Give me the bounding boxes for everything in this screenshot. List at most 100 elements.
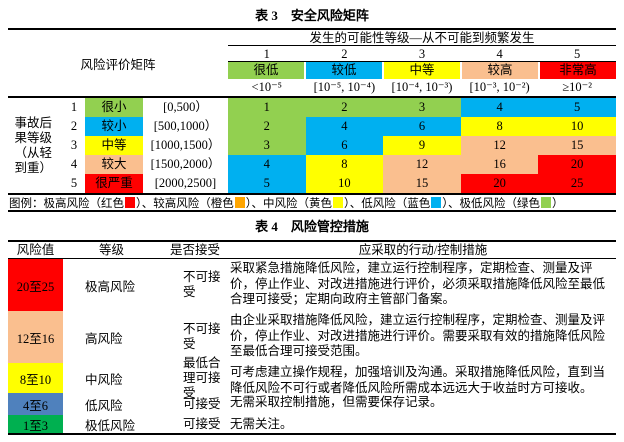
risk-level: 极高风险 — [85, 279, 136, 294]
risk-control-table: 风险值 等级 是否接受 应采取的行动/控制措施 20至25 极高风险 不可接受 采取紧… — [8, 240, 616, 435]
risk-level: 中风险 — [85, 372, 123, 387]
consequence-range: [1000,1500） — [150, 138, 221, 152]
matrix-cell: 6 — [305, 136, 384, 155]
consequence-label-cell: 较小 — [85, 117, 143, 136]
matrix-row: 4 较大 [1500,2000） 4 8 12 16 20 — [63, 155, 616, 174]
legend-swatch — [333, 197, 343, 208]
probability-col-label-cell: 非常高 — [540, 62, 616, 79]
matrix-cell: 20 — [460, 174, 539, 193]
consequence-label-cell: 很小 — [85, 98, 143, 117]
matrix-cell: 5 — [228, 174, 306, 193]
risk-value: 8至10 — [19, 372, 52, 387]
matrix-header: 风险评价矩阵 发生的可能性等级—从不可能到频繁发生 1 2 3 4 5 很低 较低 中等 较高… — [8, 30, 616, 98]
matrix-cell: 1 — [228, 98, 306, 117]
consequence-number: 5 — [70, 176, 78, 190]
consequence-group-label: 事故后果等级（从轻到重） — [14, 115, 53, 175]
header-level: 等级 — [98, 243, 124, 257]
risk-accept: 不可接受 — [183, 322, 221, 351]
risk-value: 4至6 — [22, 398, 48, 413]
legend-item-text: 较高风险（橙色 — [153, 197, 234, 210]
legend-item-suffix: ）、 — [442, 197, 460, 210]
table3-title: 表 3 安全风险矩阵 — [255, 8, 369, 23]
risk-value: 12至16 — [16, 331, 55, 346]
matrix-cell: 4 — [228, 155, 306, 174]
probability-col-number: 4 — [496, 47, 503, 61]
matrix-cell: 9 — [383, 136, 461, 155]
consequence-label-cell: 很严重 — [85, 174, 143, 193]
consequence-range: [500,1000） — [153, 119, 218, 133]
legend-swatch — [541, 197, 551, 208]
risk-control-row: 4至6 低风险 可接受 无需采取控制措施，但需要保存记录。 — [8, 393, 616, 415]
risk-accept: 不可接受 — [183, 270, 221, 299]
matrix-cell: 12 — [383, 155, 461, 174]
legend-item-suffix: ） — [552, 197, 564, 210]
consequence-label-cell: 中等 — [85, 136, 143, 155]
probability-number-row: 1 2 3 4 5 — [228, 46, 616, 62]
matrix-row: 1 很小 [0,500） 1 2 3 4 5 — [63, 98, 616, 117]
risk-value-cell: 12至16 — [8, 311, 63, 363]
legend-item-suffix: ）、 — [245, 197, 263, 210]
risk-control-row: 8至10 中风险 最低合理可接受 可考虑建立操作规程，加强培训及沟通。采取措施降低风险… — [8, 356, 616, 400]
probability-col-label-cell: 较低 — [306, 62, 382, 79]
consequence-number: 3 — [70, 138, 78, 152]
legend-item-text: 低风险（蓝色 — [361, 197, 431, 210]
matrix-cell: 5 — [538, 98, 616, 117]
risk-accept-cell: 不可接受 — [160, 259, 230, 311]
matrix-row: 2 较小 [500,1000） 2 4 6 8 10 — [63, 117, 616, 136]
risk-level-cell: 中风险 — [63, 363, 160, 393]
risk-control-row: 20至25 极高风险 不可接受 采取紧急措施降低风险，建立运行控制程序，定期检查、测量… — [8, 259, 616, 311]
risk-value-cell: 20至25 — [8, 259, 63, 311]
consequence-number: 1 — [70, 100, 78, 114]
legend-swatch — [125, 197, 135, 208]
matrix-cell: 6 — [383, 117, 461, 136]
matrix-cell: 10 — [305, 174, 384, 193]
probability-col-range: ≥10⁻² — [562, 80, 593, 94]
consequence-range: [1500,2000） — [150, 157, 221, 171]
risk-level-cell: 极低风险 — [63, 415, 160, 433]
probability-col-number: 1 — [263, 47, 270, 61]
consequence-number: 4 — [70, 157, 78, 171]
risk-measure: 无需关注。 — [230, 417, 293, 431]
consequence-label-cell: 较大 — [85, 155, 143, 174]
risk-measure: 无需采取控制措施，但需要保存记录。 — [230, 395, 443, 409]
header-measures: 应采取的行动/控制措施 — [358, 243, 488, 257]
risk-level: 极低风险 — [85, 418, 136, 433]
probability-col-number: 2 — [341, 47, 348, 61]
legend-item-text: 极高风险（红色 — [43, 197, 125, 210]
matrix-cells: 5 10 15 20 25 — [228, 174, 616, 193]
matrix-cells: 2 4 6 8 10 — [228, 117, 616, 136]
probability-col-label-cell: 较高 — [462, 62, 538, 79]
risk-measure: 可考虑建立操作规程，加强培训及沟通。采取措施降低风险，直到当降低风险不可行或者降… — [230, 365, 606, 395]
risk-value: 1至3 — [22, 418, 48, 433]
probability-range-row: <10⁻⁵ [10⁻⁵, 10⁻⁴) [10⁻⁴, 10⁻³) [10⁻³, 10⁻²… — [228, 79, 616, 96]
risk-level: 高风险 — [85, 331, 123, 346]
matrix-cell: 4 — [460, 98, 539, 117]
risk-control-row: 1至3 极低风险 可接受 无需关注。 — [8, 415, 616, 433]
matrix-cell: 4 — [305, 117, 384, 136]
matrix-cells: 4 8 12 16 20 — [228, 155, 616, 174]
legend-swatch — [234, 197, 245, 208]
risk-accept: 最低合理可接受 — [183, 355, 221, 400]
matrix-cell: 16 — [460, 155, 539, 174]
consequence-range: [0,500） — [163, 100, 208, 114]
risk-value-cell: 8至10 — [8, 363, 63, 393]
risk-value-cell: 4至6 — [8, 393, 63, 415]
risk-measure: 由企业采取措施降低风险，建立运行控制程序，定期检查、测量及评价，停止作业、对改进… — [230, 313, 606, 358]
probability-header: 发生的可能性等级—从不可能到频繁发生 — [228, 30, 616, 46]
risk-control-row: 12至16 高风险 不可接受 由企业采取措施降低风险，建立运行控制程序，定期检查、测量… — [8, 311, 616, 363]
risk-level-cell: 低风险 — [63, 393, 160, 415]
matrix-cell: 15 — [538, 136, 616, 155]
probability-col-label-cell: 很低 — [228, 62, 304, 79]
risk-value-cell: 1至3 — [8, 415, 63, 433]
matrix-cell: 2 — [305, 98, 384, 117]
probability-col-range: [10⁻⁴, 10⁻³) — [391, 80, 453, 94]
matrix-body: 事故后果等级（从轻到重） 1 很小 [0,500） 1 2 3 4 5 2 较小 [500,1000… — [8, 98, 616, 195]
matrix-row: 3 中等 [1000,1500） 3 6 9 12 15 — [63, 136, 616, 155]
legend-swatch — [431, 197, 442, 208]
matrix-corner-label: 风险评价矩阵 — [80, 57, 156, 72]
legend-prefix: 图例： — [9, 197, 44, 210]
probability-col-number: 3 — [418, 47, 426, 61]
risk-accept-cell: 可接受 — [160, 393, 230, 415]
